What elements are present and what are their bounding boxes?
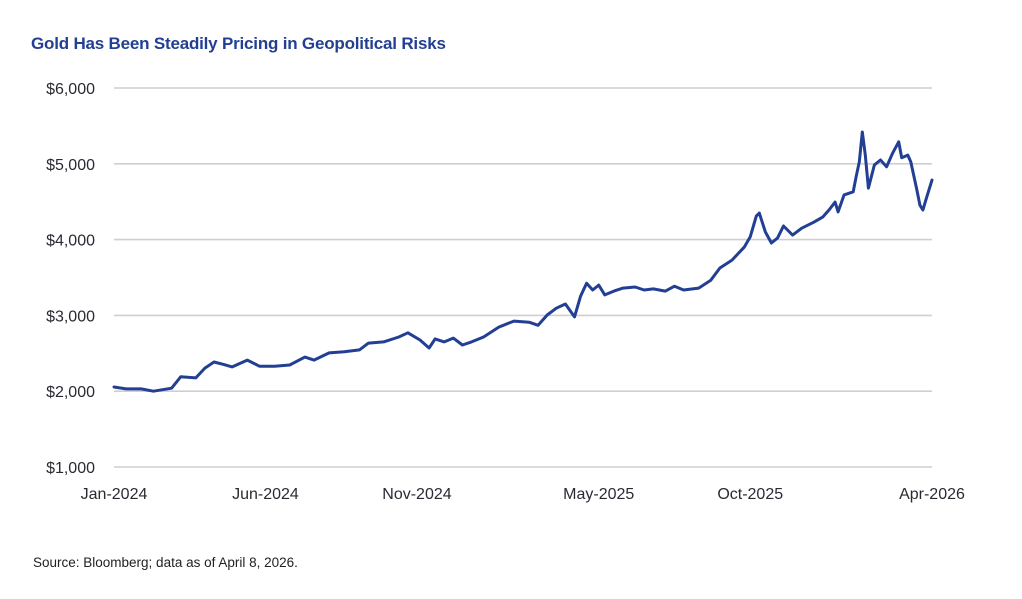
series-layer — [112, 130, 934, 393]
x-tick-label: Apr-2026 — [899, 486, 965, 503]
x-axis-ticks: Jan-2024 Jun-2024 Nov-2024 May-2025 Oct-2025… — [81, 486, 965, 503]
x-tick-label: May-2025 — [563, 486, 634, 503]
y-tick-label: $5,000 — [46, 157, 95, 174]
x-tick-label: Nov-2024 — [382, 486, 451, 503]
source-note: Source: Bloomberg; data as of April 8, 2… — [33, 555, 298, 570]
chart-title: Gold Has Been Steadily Pricing in Geopol… — [31, 34, 446, 53]
y-tick-label: $3,000 — [46, 308, 95, 325]
y-tick-label: $6,000 — [46, 81, 95, 98]
y-tick-label: $4,000 — [46, 233, 95, 250]
x-tick-label: Jan-2024 — [81, 486, 148, 503]
x-tick-label: Jun-2024 — [232, 486, 299, 503]
y-tick-label: $1,000 — [46, 460, 95, 477]
series-line-gold-price — [112, 130, 934, 393]
y-axis-ticks: $1,000 $2,000 $3,000 $4,000 $5,000 $6,000 — [46, 81, 95, 477]
y-tick-label: $2,000 — [46, 384, 95, 401]
x-tick-label: Oct-2025 — [717, 486, 783, 503]
gridlines — [114, 87, 932, 468]
